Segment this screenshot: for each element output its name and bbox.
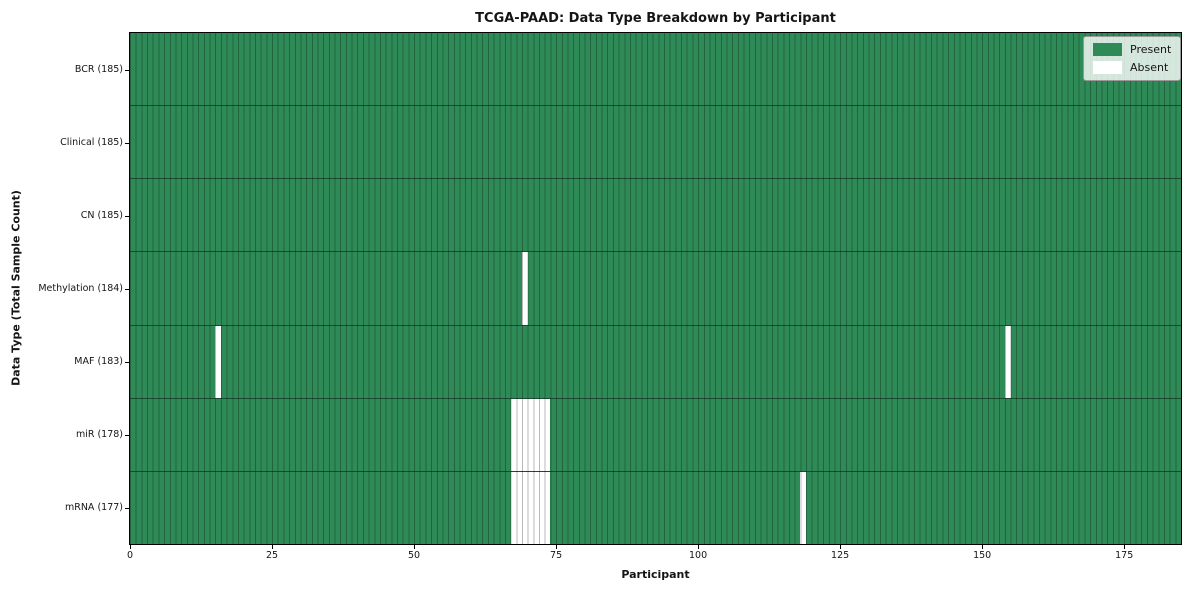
x-tick-mark-125	[840, 545, 842, 549]
y-tick-label-BCR: BCR (185)	[74, 63, 123, 75]
legend-label-absent: Absent	[1130, 61, 1169, 74]
datatype-row-miR	[130, 397, 1181, 471]
plot-area	[129, 32, 1182, 545]
x-tick-mark-175	[1124, 545, 1126, 549]
x-tick-label-100: 100	[689, 550, 708, 561]
absent-cell-mRNA-70	[527, 471, 534, 544]
x-tick-label-150: 150	[973, 550, 992, 561]
absent-cell-mRNA-72	[539, 471, 545, 544]
datatype-row-MAF	[130, 324, 1181, 398]
datatype-row-CN	[130, 178, 1181, 251]
absent-cell-mRNA-118	[800, 471, 807, 544]
x-tick-mark-0	[130, 545, 131, 549]
absent-cell-MAF-15	[215, 325, 221, 398]
x-axis-label: Participant	[621, 568, 690, 581]
absent-cell-miR-68	[516, 398, 522, 471]
absent-cell-miR-69	[521, 398, 528, 471]
x-tick-label-75: 75	[550, 550, 563, 561]
absent-cell-MAF-154	[1004, 325, 1011, 398]
x-tick-mark-100	[698, 545, 700, 549]
x-tick-label-25: 25	[265, 550, 279, 561]
x-tick-label-175: 175	[1115, 550, 1134, 561]
legend-label-present: Present	[1130, 43, 1172, 56]
y-tick-label-Clinical: Clinical (185)	[60, 136, 123, 148]
absent-cell-mRNA-69	[521, 471, 528, 544]
y-tick-label-mRNA: mRNA (177)	[64, 501, 123, 513]
legend-swatch-present	[1093, 43, 1122, 56]
legend: Present Absent	[1083, 36, 1182, 81]
absent-cell-miR-70	[527, 398, 534, 471]
absent-cell-miR-72	[539, 398, 545, 471]
absent-cell-miR-71	[533, 398, 540, 471]
chart-title: TCGA-PAAD: Data Type Breakdown by Partic…	[475, 11, 836, 26]
absent-cell-miR-73	[544, 398, 551, 471]
datatype-row-Methylation	[130, 251, 1181, 325]
x-tick-mark-25	[272, 545, 274, 549]
absent-cell-mRNA-67	[510, 471, 517, 544]
x-tick-mark-50	[414, 545, 416, 549]
absent-cell-miR-67	[510, 398, 517, 471]
legend-swatch-absent	[1093, 61, 1122, 74]
x-tick-label-50: 50	[408, 550, 421, 561]
x-tick-label-125: 125	[831, 550, 850, 561]
datatype-row-BCR	[130, 33, 1181, 105]
legend-item-absent: Absent	[1093, 61, 1171, 74]
absent-cell-mRNA-71	[533, 471, 540, 544]
datatype-row-mRNA	[130, 470, 1181, 544]
absent-cell-mRNA-73	[544, 471, 551, 544]
absent-cell-Methylation-69	[521, 252, 528, 325]
x-tick-mark-75	[556, 545, 558, 549]
legend-item-present: Present	[1093, 43, 1171, 56]
datatype-row-Clinical	[130, 105, 1181, 178]
x-tick-label-0: 0	[126, 550, 134, 561]
y-axis-label: Data Type (Total Sample Count)	[9, 190, 23, 386]
y-tick-label-miR: miR (178)	[75, 428, 123, 440]
absent-cell-mRNA-68	[516, 471, 522, 544]
x-tick-mark-150	[982, 545, 984, 549]
